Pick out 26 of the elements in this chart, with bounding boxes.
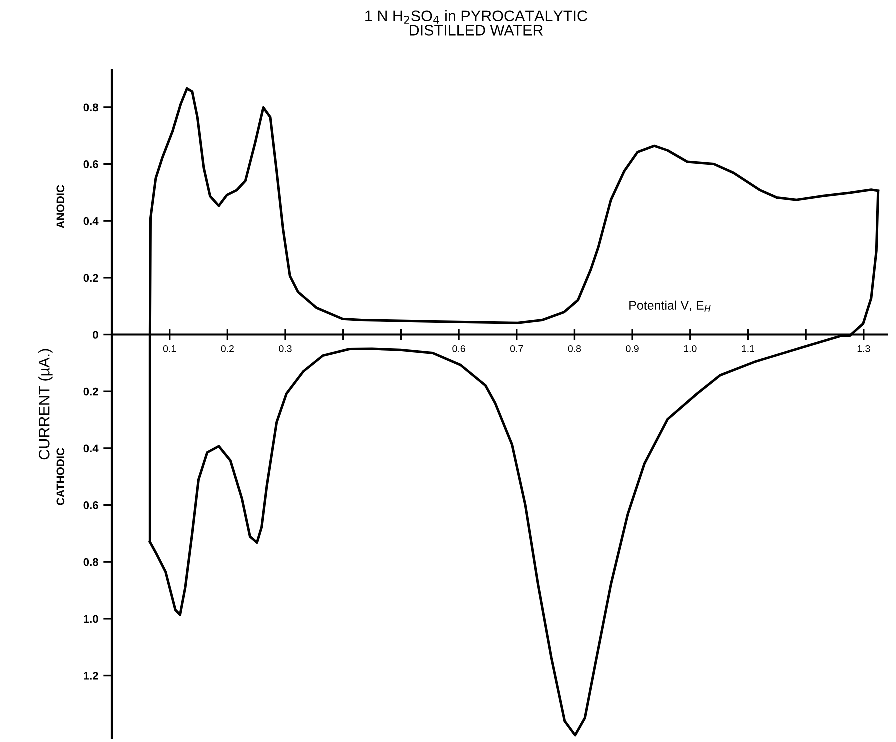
y-tick-label: 1.0 [84, 615, 98, 624]
y-tick-label: 0.8 [84, 104, 98, 112]
y-tick-label: 1.2 [84, 672, 98, 680]
y-tick-label: 0.8 [84, 558, 98, 566]
chart-title: 1 N H$_{2}$SO$_{4}$ in PYROCATALYTIC DISTILLED WATER [366, 10, 588, 36]
y-tick-label: 0.2 [84, 388, 98, 396]
x-tick-label: 0.3 [279, 345, 292, 352]
y-axis-title: CURRENT (µA.) [38, 349, 53, 460]
x-tick-label: 1.0 [684, 345, 697, 352]
text: ANODIC [56, 185, 65, 229]
y-tick-label: 0.6 [84, 160, 98, 168]
x-axis-title: Potential V, E$_{H}$ [630, 300, 711, 312]
y-tick-label: 0.4 [84, 217, 99, 226]
x-tick-label: 0.6 [452, 345, 466, 352]
x-tick-label: 0.7 [510, 345, 524, 352]
x-tick-label: 1.3 [858, 345, 870, 352]
y-tick-label: 0 [93, 331, 98, 339]
x-tick-label: 0.8 [568, 345, 582, 352]
x-tick-label: 1.1 [742, 346, 755, 352]
y-tick-label: 0.6 [84, 502, 98, 510]
text: CATHODIC [56, 448, 65, 506]
y-tick-label: 0.2 [84, 274, 98, 282]
y-tick-label: 0.4 [84, 444, 99, 453]
x-tick-label: 0.9 [626, 345, 639, 352]
x-tick-label: 0.2 [221, 345, 234, 352]
x-tick-label: 0.1 [163, 345, 176, 352]
